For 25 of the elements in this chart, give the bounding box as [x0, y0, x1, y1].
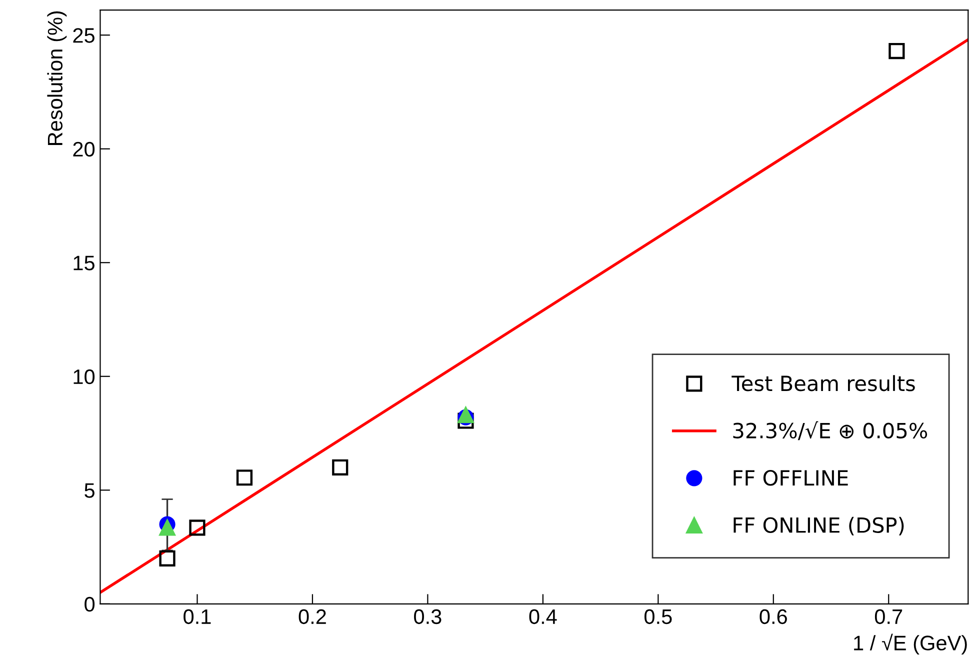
- point: [332, 459, 348, 476]
- point: [236, 470, 253, 486]
- x-axis-title: 1 / √E (GeV): [854, 634, 967, 655]
- x-tick-label: 0.5: [644, 609, 672, 624]
- x-tick-label: 0.1: [184, 609, 211, 624]
- y-tick-label: 0: [84, 596, 95, 612]
- x-tick-label: 0.4: [529, 609, 557, 624]
- x-tick-label: 0.7: [874, 609, 902, 624]
- x-tick-label: 0.2: [298, 609, 326, 624]
- point: [888, 42, 905, 60]
- legend-label: FF OFFLINE: [734, 470, 848, 486]
- legend-label: 32.3%/√E ⊕ 0.05%: [733, 421, 928, 440]
- y-tick-label: 5: [84, 483, 94, 498]
- x-tick-label: 0.6: [760, 609, 787, 624]
- point: [159, 550, 176, 566]
- point: [159, 520, 176, 536]
- x-tick-label: 0.3: [414, 609, 442, 624]
- y-tick-label: 10: [74, 369, 95, 384]
- y-tick-label: 15: [74, 256, 94, 270]
- y-tick-label: 20: [73, 142, 95, 157]
- legend-label: FF ONLINE (DSP): [734, 516, 904, 536]
- y-axis-title: Resolution (%): [47, 11, 67, 145]
- point: [189, 520, 206, 536]
- y-tick-label: 25: [73, 28, 94, 43]
- legend-label: Test Beam results: [732, 375, 915, 392]
